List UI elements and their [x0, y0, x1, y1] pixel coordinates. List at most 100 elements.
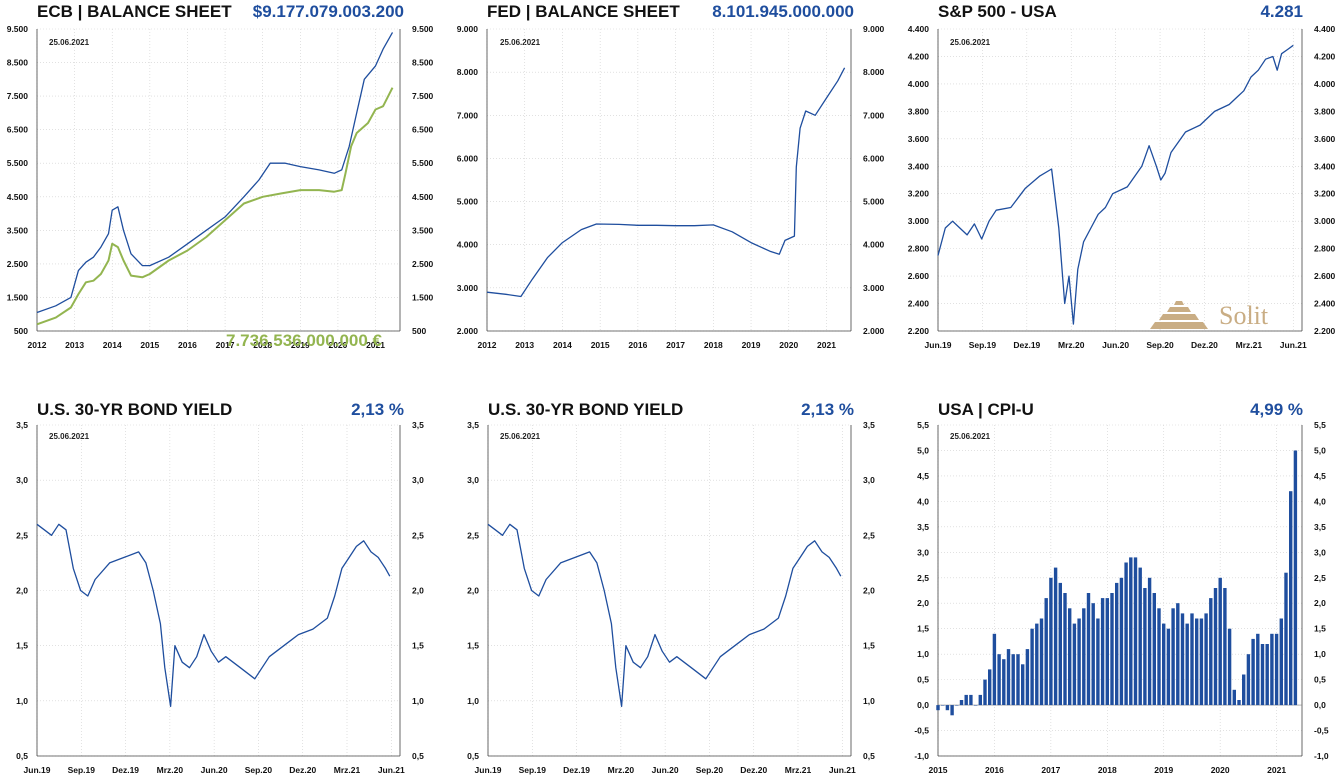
x-tick-label: Mrz.21 [1236, 340, 1263, 350]
gridlines [487, 424, 851, 757]
x-tick-label: Dez.20 [289, 765, 316, 775]
bar [1199, 618, 1204, 706]
y-tick-label-left: 2.600 [908, 271, 930, 281]
y-tick-label-right: 500 [412, 326, 426, 336]
chart-value: 4.281 [1260, 2, 1303, 21]
y-tick-label-left: 2,0 [16, 586, 28, 596]
y-tick-label-left: -1,0 [914, 751, 929, 761]
bar [1072, 623, 1077, 706]
bar [992, 633, 997, 706]
y-tick-label-right: -1,0 [1314, 751, 1329, 761]
x-tick-label: 2017 [216, 340, 235, 350]
bar [1006, 649, 1011, 706]
chart-date: 25.06.2021 [500, 38, 541, 47]
y-tick-label-left: 2,0 [917, 598, 929, 608]
panel-cpi: USA | CPI-U 4,99 % 25.06.2021 -1,0 -1,0 -0… [896, 392, 1342, 783]
axes: 2.000 2.000 3.000 3.000 4.000 4.000 5.000 5.000… [457, 24, 885, 350]
y-tick-label-right: 3,0 [1314, 547, 1326, 557]
y-tick-label-left: 3,5 [16, 420, 28, 430]
y-tick-label-right: 2,5 [412, 530, 424, 540]
x-tick-label: 2021 [817, 340, 836, 350]
y-tick-label-right: 2,5 [1314, 573, 1326, 583]
y-tick-label-left: 0,5 [917, 675, 929, 685]
y-tick-label-right: 7.500 [412, 91, 434, 101]
bar [1147, 577, 1152, 706]
x-tick-label: 2021 [366, 340, 385, 350]
x-tick-label: Dez.20 [740, 765, 767, 775]
bar [1063, 593, 1067, 705]
y-tick-label-right: 9.000 [863, 24, 885, 34]
series-line [36, 523, 391, 708]
chart-title: USA | CPI-U [938, 400, 1034, 419]
y-tick-label-left: 4,0 [917, 496, 929, 506]
bar [1039, 618, 1044, 706]
bar [1204, 613, 1208, 706]
y-tick-label-left: 6.000 [457, 153, 479, 163]
axes: 0,5 0,5 1,0 1,0 1,5 1,5 2,0 2,0 2,5 2,5 3,0 3,0 3,5 3… [16, 420, 424, 775]
y-tick-label-left: 1,0 [467, 696, 479, 706]
y-tick-label-left: 3.500 [7, 225, 29, 235]
chart-date: 25.06.2021 [500, 432, 541, 441]
y-tick-label-right: 3,5 [1314, 522, 1326, 532]
logo-text: Solit [1219, 301, 1269, 330]
solit-logo: Solit [1150, 301, 1269, 330]
x-tick-label: Mrz.21 [785, 765, 812, 775]
bar [1053, 567, 1058, 706]
bar [973, 705, 978, 706]
y-tick-label-right: 3,5 [412, 420, 424, 430]
series-line [36, 87, 394, 326]
bar [1025, 649, 1030, 706]
bar [1251, 638, 1255, 706]
y-tick-label-right: 8.000 [863, 67, 885, 77]
y-tick-label-left: 8.000 [457, 67, 479, 77]
y-tick-label-left: 5,5 [917, 420, 929, 430]
y-tick-label-right: 5,0 [1314, 445, 1326, 455]
bar [1237, 700, 1241, 706]
axes: 2.200 2.200 2.400 2.400 2.600 2.600 2.800 2.800… [908, 24, 1336, 350]
panel-fed-balance-sheet: FED | BALANCE SHEET 8.101.945.000.000 25… [448, 0, 896, 392]
bar [1058, 582, 1062, 706]
y-tick-label-right: 4,5 [1314, 471, 1326, 481]
x-tick-label: 2013 [65, 340, 84, 350]
y-tick-label-left: 5.000 [457, 197, 479, 207]
y-tick-label-right: 3,0 [412, 475, 424, 485]
panel-ecb-balance-sheet: ECB | BALANCE SHEET $9.177.079.003.200 2… [0, 0, 448, 392]
x-tick-label: Sep.20 [696, 765, 724, 775]
bar [1274, 633, 1279, 706]
x-tick-label: Jun.19 [24, 765, 51, 775]
bar [1035, 623, 1039, 706]
series-line [486, 67, 846, 298]
y-tick-label-left: 1,5 [467, 641, 479, 651]
bar [1242, 674, 1246, 706]
x-tick-label: Jun.21 [1280, 340, 1307, 350]
y-tick-label-left: 1,0 [16, 696, 28, 706]
y-tick-label-right: 3.000 [1314, 216, 1336, 226]
chart-value: 2,13 % [351, 400, 404, 419]
chart-canvas: 500 500 1.500 1.500 2.500 2.500 3.500 3.500 4.50… [7, 24, 434, 350]
chart-canvas: 2.000 2.000 3.000 3.000 4.000 4.000 5.000 5.000… [457, 24, 885, 350]
y-tick-label-left: 9.000 [457, 24, 479, 34]
chart-title: FED | BALANCE SHEET [487, 2, 680, 21]
y-tick-label-right: 3,0 [863, 475, 875, 485]
y-tick-label-left: 7.000 [457, 110, 479, 120]
panel-sp500: S&P 500 - USA 4.281 25.06.2021 2.200 2.20… [896, 0, 1342, 392]
y-tick-label-left: 3.200 [908, 189, 930, 199]
chart-date: 25.06.2021 [950, 38, 991, 47]
bar [1096, 618, 1100, 706]
bar [1016, 654, 1020, 706]
y-tick-label-left: 3,5 [467, 420, 479, 430]
bar [1077, 618, 1081, 706]
y-tick-label-left: 7.500 [7, 91, 29, 101]
y-tick-label-right: 2.200 [1314, 326, 1336, 336]
y-tick-label-right: 2.800 [1314, 244, 1336, 254]
bar [1138, 567, 1142, 706]
bar [1213, 588, 1218, 706]
bar [983, 679, 987, 706]
x-tick-label: Sep.20 [1146, 340, 1174, 350]
x-tick-label: Jun.21 [378, 765, 405, 775]
y-tick-label-left: 3.800 [908, 106, 930, 116]
y-tick-label-right: 1,0 [863, 696, 875, 706]
chart-annotation: 7.736.536.000.000 € [226, 331, 382, 350]
y-tick-label-right: 1,0 [1314, 649, 1326, 659]
x-tick-label: Dez.19 [563, 765, 590, 775]
